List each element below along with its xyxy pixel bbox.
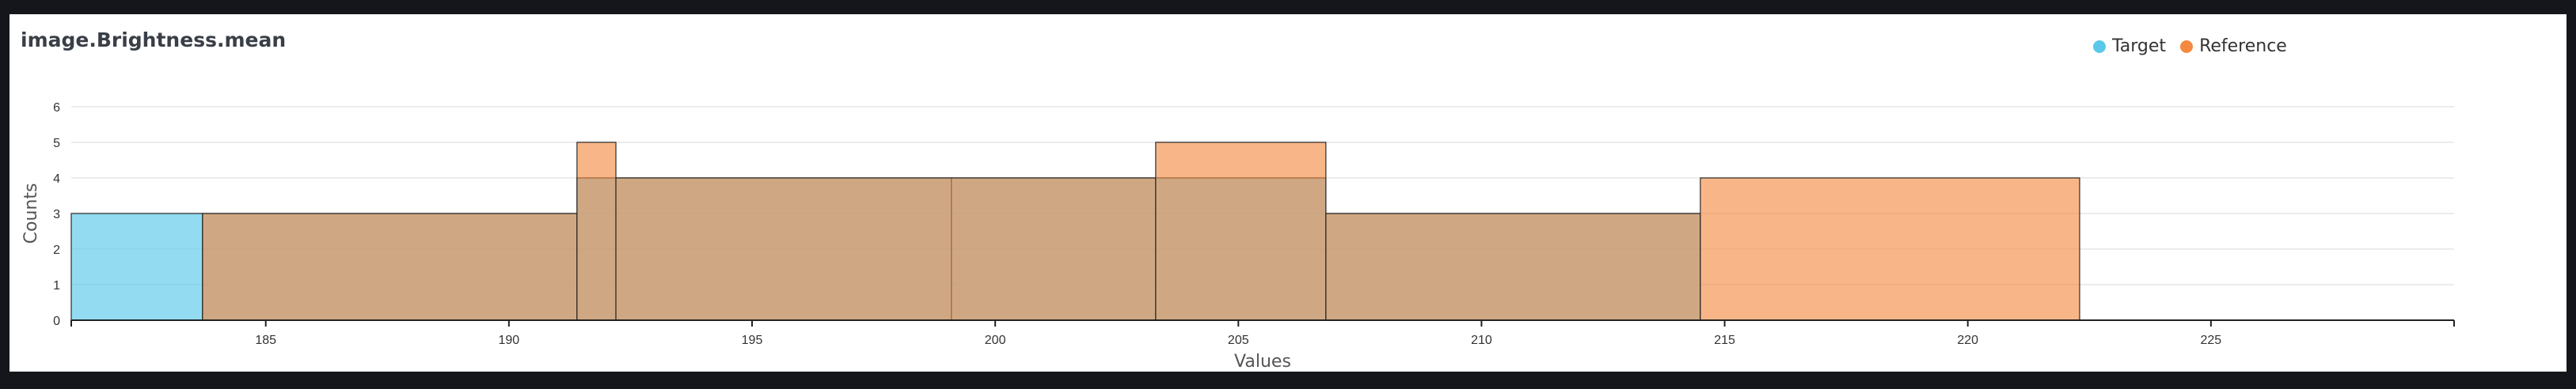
legend-item-target[interactable]: Target — [2093, 36, 2166, 56]
legend-swatch-reference — [2180, 40, 2194, 53]
legend-label-target: Target — [2112, 36, 2167, 56]
y-tick-label-2: 2 — [53, 244, 60, 257]
y-tick-label-4: 4 — [53, 172, 60, 186]
reference-bar-5 — [1700, 177, 2080, 321]
y-tick-label-3: 3 — [53, 208, 60, 221]
y-axis-title: Counts — [21, 183, 41, 244]
target-bar-0 — [70, 213, 203, 321]
reference-bar-3 — [1155, 142, 1327, 321]
y-tick-label-5: 5 — [53, 137, 60, 150]
legend-swatch-target — [2093, 40, 2106, 53]
y-tick-label-0: 0 — [53, 315, 60, 328]
histogram-chart: 0 1 2 3 4 5 6 185 190 195 200 205 210 215 220 225 Values… — [21, 101, 2455, 372]
chart-title: image.Brightness.mean — [21, 28, 287, 51]
x-tick-label-215: 215 — [1714, 334, 1735, 347]
legend-item-reference[interactable]: Reference — [2180, 36, 2287, 56]
reference-bar-2 — [615, 177, 1157, 321]
x-tick-label-185: 185 — [255, 334, 276, 347]
x-tick-label-200: 200 — [985, 334, 1006, 347]
x-tick-label-195: 195 — [742, 334, 763, 347]
chart-panel: image.Brightness.mean Target Reference 0… — [9, 14, 2567, 372]
x-tick-label-190: 190 — [499, 334, 520, 347]
y-tick-label-6: 6 — [53, 101, 60, 115]
x-tick-label-205: 205 — [1228, 334, 1249, 347]
x-tick-label-220: 220 — [1957, 334, 1978, 347]
x-tick-label-225: 225 — [2201, 334, 2222, 347]
legend-label-reference: Reference — [2199, 36, 2287, 56]
x-axis-title: Values — [1234, 352, 1291, 372]
x-tick-label-210: 210 — [1471, 334, 1492, 347]
y-tick-label-1: 1 — [53, 279, 60, 293]
reference-bar-1 — [576, 142, 617, 321]
reference-bar-0 — [202, 213, 578, 321]
legend: Target Reference — [2093, 36, 2287, 56]
reference-bar-4 — [1325, 213, 1701, 321]
